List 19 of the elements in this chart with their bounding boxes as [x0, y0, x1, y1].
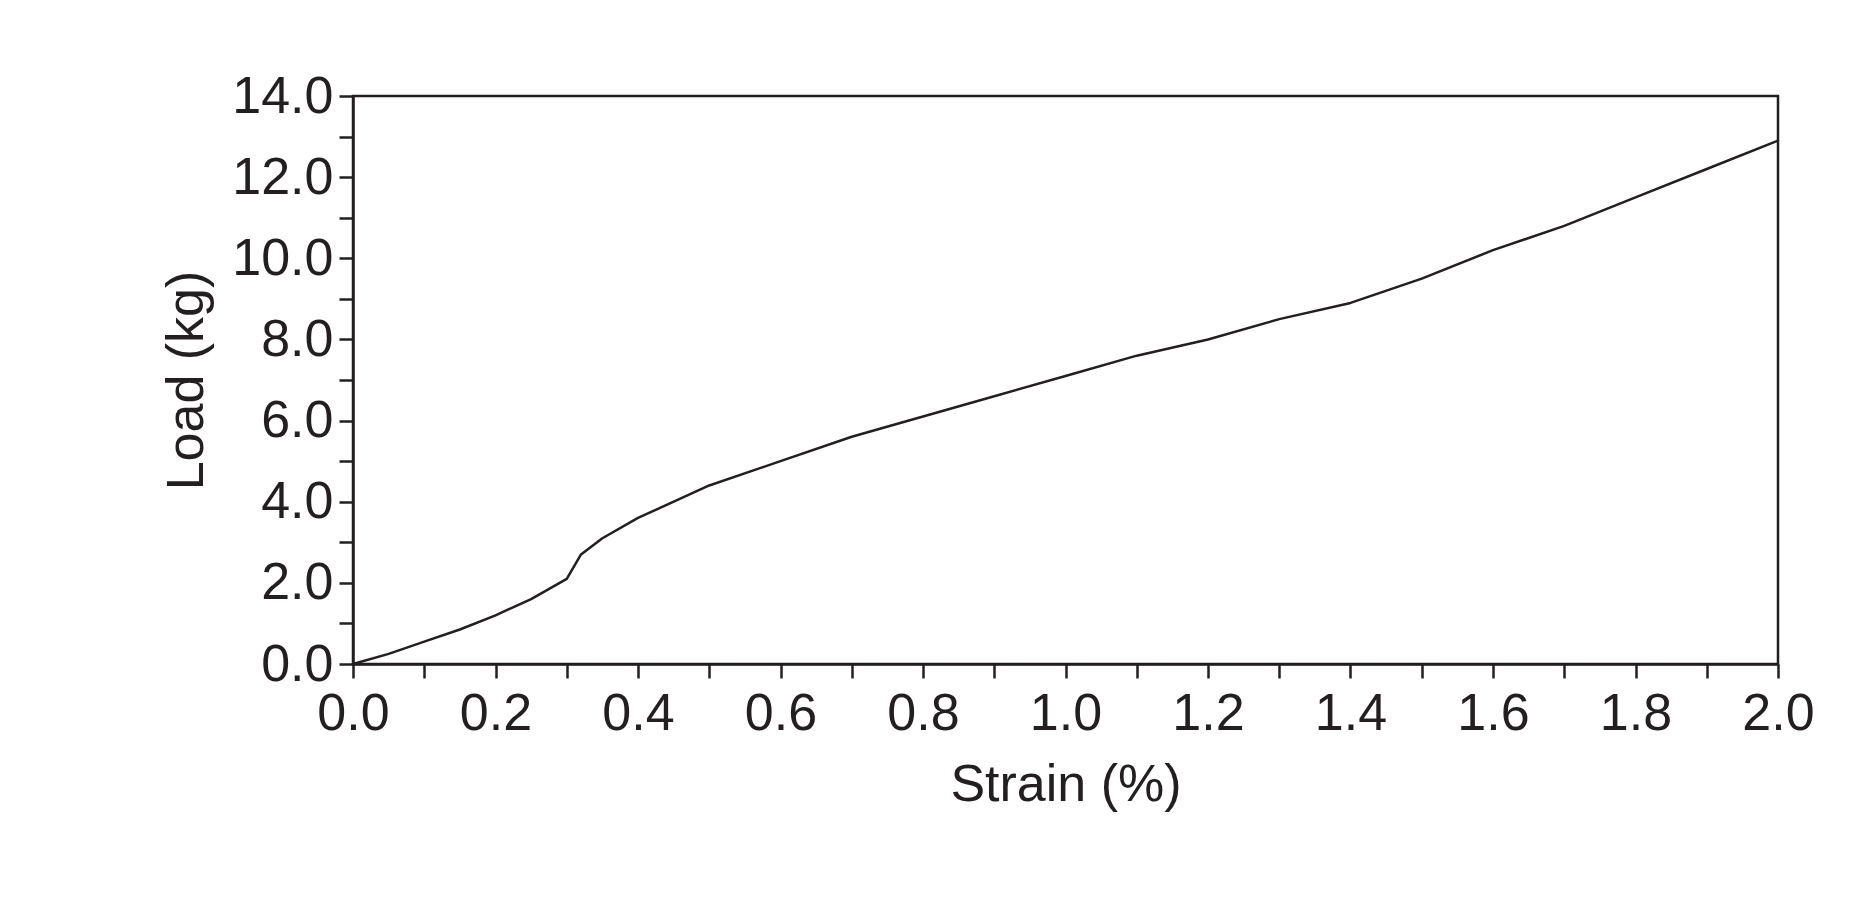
y-tick-label: 4.0: [261, 471, 334, 530]
x-tick-label: 1.0: [1029, 682, 1103, 741]
x-tick-label: 1.6: [1457, 682, 1530, 741]
x-tick-label: 1.8: [1599, 682, 1673, 741]
x-axis-title: Strain (%): [950, 753, 1182, 812]
x-tick-label: 1.2: [1172, 682, 1245, 741]
y-tick-label: 10.0: [232, 227, 334, 286]
x-tick-label: 1.4: [1314, 682, 1388, 741]
y-tick-label: 14.0: [232, 65, 334, 124]
y-tick-label: 2.0: [261, 552, 334, 611]
x-tick-label: 2.0: [1742, 682, 1815, 741]
y-axis-title: Load (kg): [156, 270, 215, 491]
x-tick-label: 0.8: [887, 682, 960, 741]
x-tick-label: 0.2: [459, 682, 533, 741]
x-tick-label: 0.4: [602, 682, 675, 741]
y-tick-label: 12.0: [232, 146, 334, 205]
x-tick-label: 0.6: [744, 682, 818, 741]
y-tick-label: 6.0: [261, 390, 334, 449]
y-tick-label: 8.0: [261, 308, 334, 367]
